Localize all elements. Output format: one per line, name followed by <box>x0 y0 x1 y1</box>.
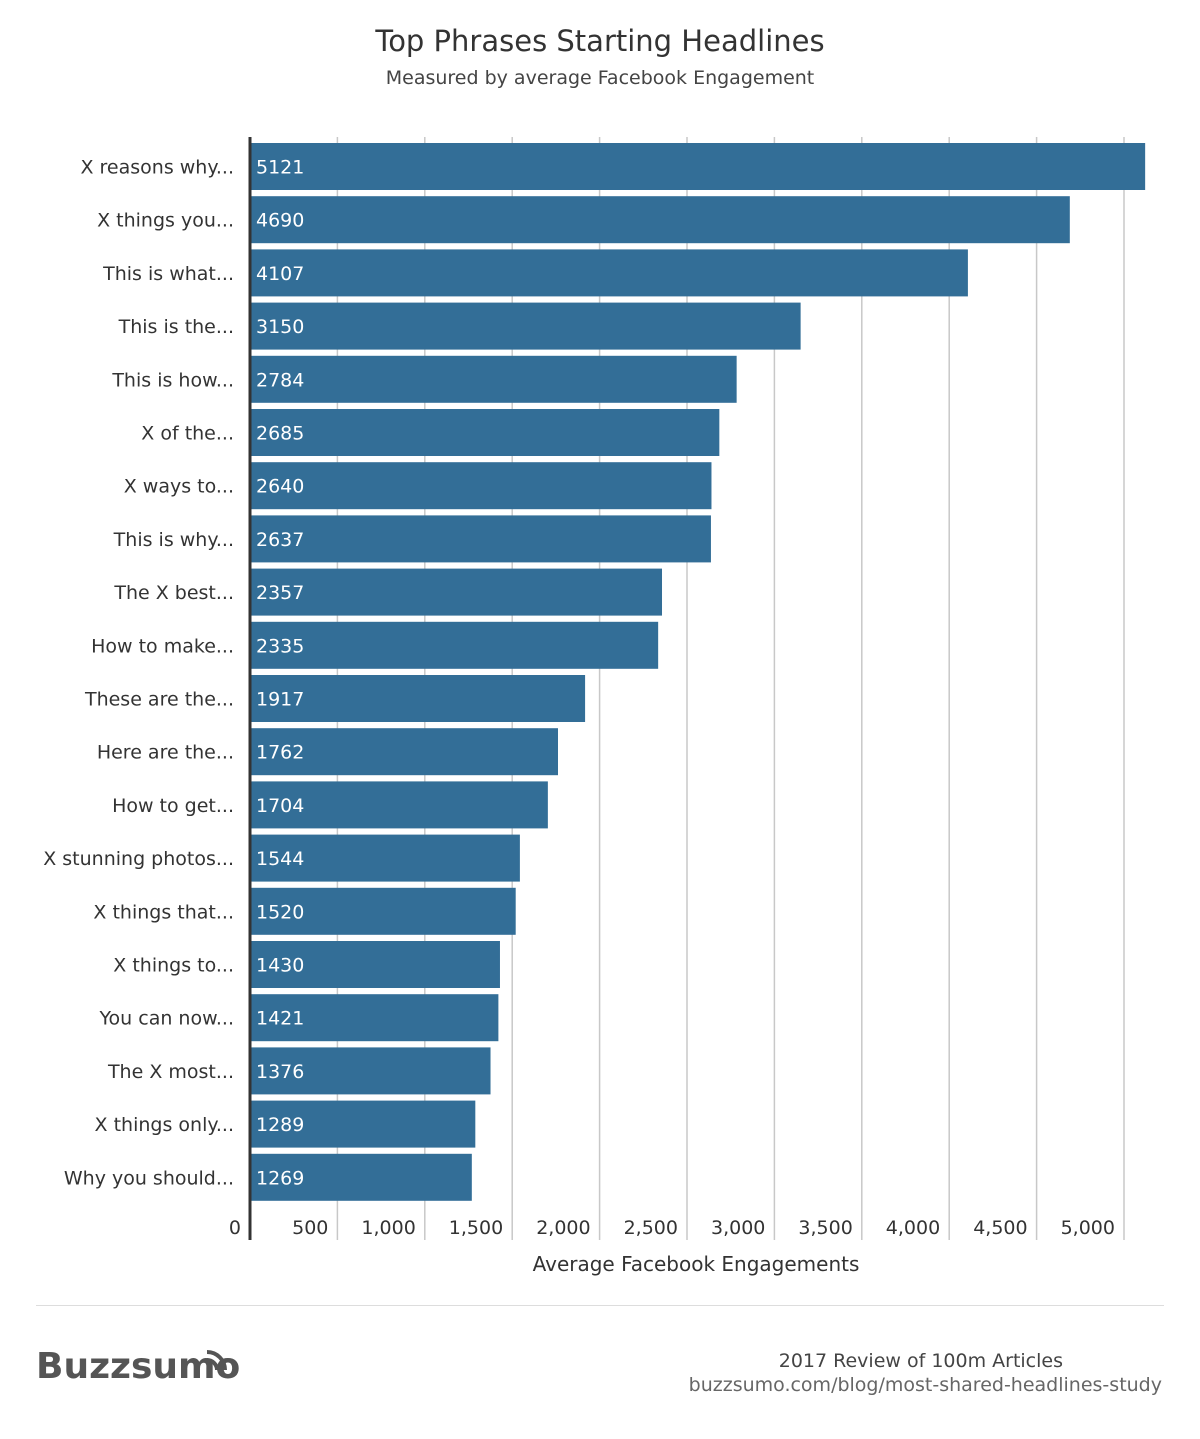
x-tick-label: 2,500 <box>624 1217 678 1239</box>
category-label: X things that... <box>93 901 234 923</box>
bar-value-label: 1269 <box>256 1167 304 1189</box>
category-label: X reasons why... <box>80 157 234 179</box>
bar-value-label: 2357 <box>256 582 304 604</box>
source-url[interactable]: buzzsumo.com/blog/most-shared-headlines-… <box>688 1374 1162 1396</box>
bar <box>250 143 1146 190</box>
bar <box>250 196 1070 244</box>
x-tick-label: 5,000 <box>1061 1217 1115 1239</box>
bar <box>250 568 663 616</box>
bar-value-label: 1544 <box>256 848 304 870</box>
category-label: This is how... <box>111 369 234 391</box>
category-label: The X best... <box>113 582 234 604</box>
x-tick-label: 500 <box>292 1217 328 1239</box>
bar <box>250 409 720 456</box>
bar-value-label: 1430 <box>256 955 304 977</box>
x-tick-label: 0 <box>229 1217 241 1239</box>
bar-chart: 5121 X reasons why... 4690 X things you... 4… <box>43 137 1146 1276</box>
buzzsumo-logo: Buzzsumo <box>36 1346 240 1387</box>
chart-subtitle: Measured by average Facebook Engagement <box>385 67 815 89</box>
bar <box>250 834 520 882</box>
category-label: The X most... <box>107 1061 234 1083</box>
bar <box>250 675 586 722</box>
x-axis-label: Average Facebook Engagements <box>533 1252 860 1276</box>
category-label: This is why... <box>113 529 234 551</box>
bar-value-label: 1421 <box>256 1008 304 1030</box>
category-label: Why you should... <box>64 1167 234 1189</box>
category-label: These are the... <box>84 689 234 711</box>
bar-value-label: 1762 <box>256 742 304 764</box>
category-label: X things you... <box>97 210 234 232</box>
category-label: This is the... <box>118 316 234 338</box>
category-label: X of the... <box>141 423 234 445</box>
category-label: This is what... <box>102 263 234 285</box>
bar <box>250 462 712 510</box>
category-label: X things to... <box>113 955 234 977</box>
bar-value-label: 2335 <box>256 635 304 657</box>
x-tick-label: 4,500 <box>973 1217 1027 1239</box>
category-label: How to make... <box>91 635 234 657</box>
source-title: 2017 Review of 100m Articles <box>778 1350 1063 1372</box>
x-tick-label: 3,500 <box>798 1217 852 1239</box>
x-tick-label: 2,000 <box>536 1217 590 1239</box>
chart-title: Top Phrases Starting Headlines <box>375 24 825 58</box>
bar <box>250 887 516 935</box>
bar <box>250 941 500 988</box>
bar <box>250 1100 476 1148</box>
bar <box>250 515 711 563</box>
bar-value-label: 3150 <box>256 316 304 338</box>
x-tick-label: 3,000 <box>711 1217 765 1239</box>
category-label: You can now... <box>98 1008 234 1030</box>
bar-value-label: 2784 <box>256 369 304 391</box>
bar-value-label: 4690 <box>256 210 304 232</box>
category-label: X ways to... <box>124 476 234 498</box>
bar <box>250 355 737 403</box>
bar-value-label: 1917 <box>256 689 304 711</box>
bar-value-label: 1376 <box>256 1061 304 1083</box>
category-label: X things only... <box>95 1114 234 1136</box>
bar-value-label: 2640 <box>256 476 304 498</box>
bar <box>250 1047 491 1095</box>
bar <box>250 1153 472 1201</box>
category-label: X stunning photos... <box>43 848 234 870</box>
bar-value-label: 1520 <box>256 901 304 923</box>
x-tick-label: 1,000 <box>361 1217 415 1239</box>
x-tick-label: 1,500 <box>449 1217 503 1239</box>
x-tick-label: 4,000 <box>886 1217 940 1239</box>
category-label: How to get... <box>112 795 234 817</box>
bar <box>250 994 499 1042</box>
bar <box>250 249 968 297</box>
bar <box>250 621 659 669</box>
logo-text: Buzzsumo <box>36 1346 241 1387</box>
signal-icon <box>206 1350 227 1371</box>
bar <box>250 728 558 776</box>
bar-value-label: 4107 <box>256 263 304 285</box>
bar-value-label: 1704 <box>256 795 304 817</box>
bar <box>250 302 801 350</box>
bar-value-label: 2685 <box>256 423 304 445</box>
category-label: Here are the... <box>97 742 234 764</box>
bar-value-label: 5121 <box>256 157 304 179</box>
bar <box>250 781 548 829</box>
bar-value-label: 2637 <box>256 529 304 551</box>
bar-value-label: 1289 <box>256 1114 304 1136</box>
footer-divider <box>36 1305 1164 1306</box>
